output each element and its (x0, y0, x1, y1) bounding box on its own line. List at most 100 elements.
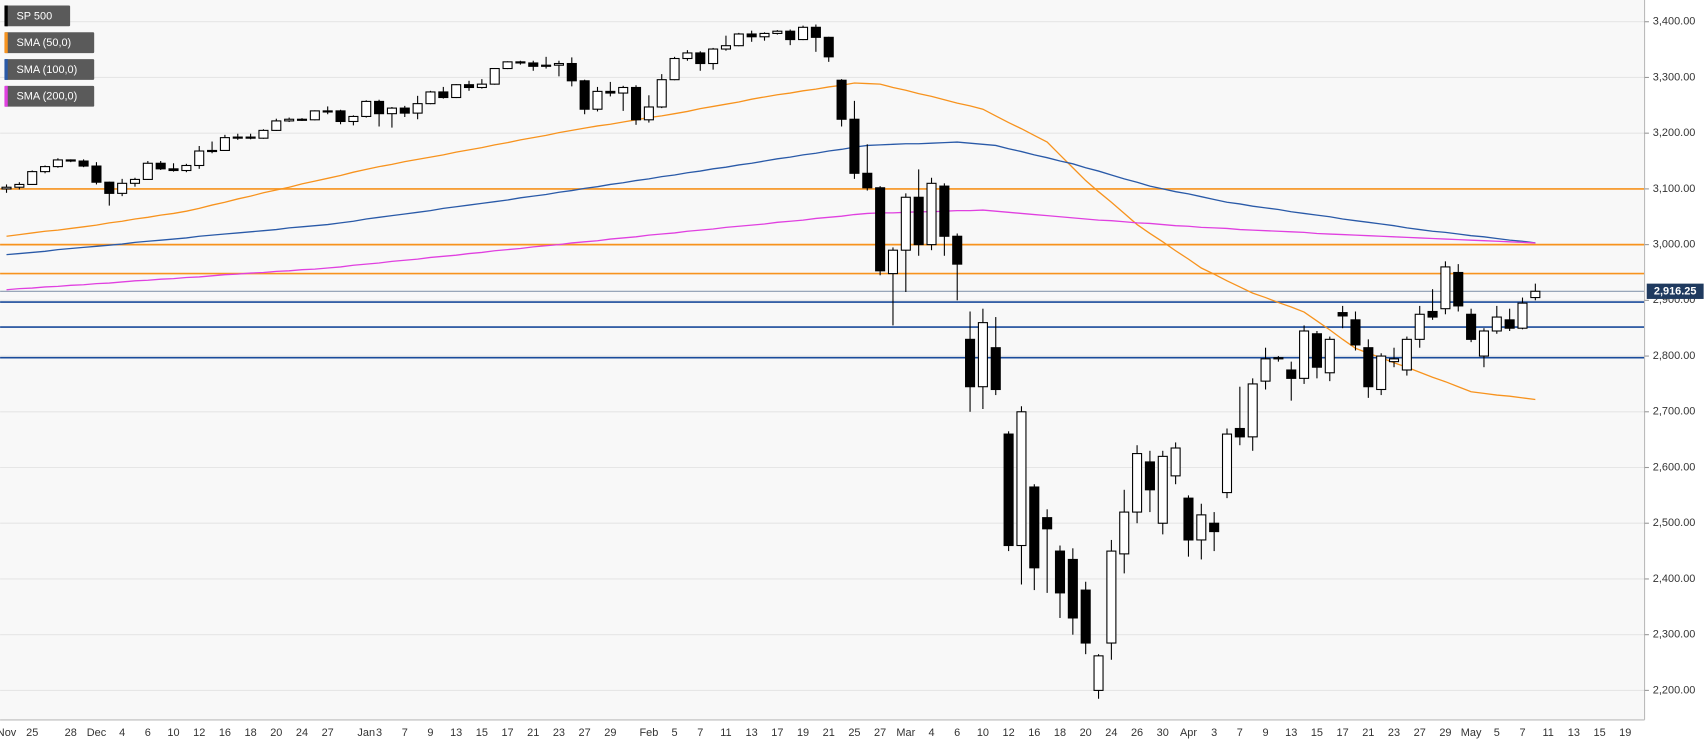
x-tick-label: 17 (1337, 727, 1349, 739)
candle-body (361, 100, 372, 118)
x-tick-label: 17 (771, 727, 783, 739)
candle-body (733, 33, 744, 47)
candle-body (104, 181, 115, 194)
x-tick-label: 24 (296, 727, 308, 739)
x-tick-label: Mar (896, 727, 915, 739)
candle-body (1311, 333, 1322, 368)
x-tick-label: 7 (402, 727, 408, 739)
x-tick-label: 23 (1388, 727, 1400, 739)
legend-box (4, 85, 95, 107)
candle-body (1196, 514, 1207, 541)
candle-body (553, 62, 564, 66)
candle-body (939, 185, 950, 237)
y-tick-label: 2,800.00 (1653, 350, 1696, 362)
x-tick-label: 25 (26, 727, 38, 739)
candle-body (1209, 522, 1220, 533)
candle-body (168, 168, 179, 172)
candle-body (78, 160, 89, 167)
candle-body (52, 159, 63, 168)
candle-body (502, 61, 513, 70)
legend-swatch (4, 5, 8, 27)
candle-body (1440, 266, 1451, 310)
candle-body (810, 26, 821, 38)
x-tick-label: 12 (1003, 727, 1015, 739)
y-tick-label: 2,600.00 (1653, 461, 1696, 473)
y-tick-label: 2,300.00 (1653, 629, 1696, 641)
candle-body (386, 107, 397, 115)
candle-body (541, 64, 552, 67)
candle-body (181, 164, 192, 172)
candle-body (348, 115, 359, 123)
candle-body (515, 61, 526, 64)
x-tick-label: 21 (1362, 727, 1374, 739)
x-tick-label: 16 (219, 727, 231, 739)
legend-label: SMA (50,0) (17, 37, 72, 49)
sma-line (6, 82, 1536, 401)
candle-body (1132, 453, 1143, 513)
candle-body (258, 129, 269, 139)
legend-swatch (4, 59, 8, 80)
candle-body (656, 79, 667, 108)
x-tick-label: 13 (746, 727, 758, 739)
candle-body (412, 103, 423, 114)
candle-body (1324, 338, 1335, 374)
legend-box (4, 5, 71, 27)
candle-body (1183, 497, 1194, 541)
x-tick-label: 30 (1157, 727, 1169, 739)
candle-body (746, 33, 757, 38)
candle-body (528, 62, 539, 67)
x-tick-label: 7 (697, 727, 703, 739)
candle-body (695, 52, 706, 65)
candle-body (219, 137, 230, 151)
candle-body (1170, 447, 1181, 477)
y-tick-label: 3,400.00 (1653, 16, 1696, 28)
candles (1, 24, 1541, 699)
x-tick-label: 19 (797, 727, 809, 739)
candle-body (142, 162, 153, 180)
candle-body (117, 182, 128, 194)
x-tick-label: Dec (87, 727, 107, 739)
candle-body (1260, 358, 1271, 382)
candle-body (887, 249, 899, 275)
candle-body (990, 347, 1001, 391)
candle-body (605, 90, 616, 94)
candle-body (1466, 313, 1477, 340)
candle-body (322, 110, 333, 113)
legend-label: SMA (200,0) (17, 91, 78, 103)
candle-body (65, 159, 76, 162)
x-tick-label: 7 (1237, 727, 1243, 739)
candle-body (798, 26, 809, 41)
candle-body (14, 183, 25, 188)
x-tick-label: 13 (1568, 727, 1580, 739)
candle-body (1337, 312, 1348, 317)
candle-body (913, 196, 924, 246)
candle-body (451, 84, 462, 99)
candle-body (618, 86, 629, 94)
candle-body (759, 32, 770, 38)
legend-label: SMA (100,0) (17, 64, 78, 76)
y-tick-label: 2,400.00 (1653, 573, 1696, 585)
candle-body (785, 30, 796, 41)
candle-body (1504, 319, 1515, 329)
candle-body (1016, 411, 1027, 547)
candle-body (682, 52, 693, 60)
candle-body (438, 91, 449, 99)
candle-body (643, 106, 654, 121)
x-tick-label: 29 (604, 727, 616, 739)
x-tick-label: 20 (270, 727, 282, 739)
x-tick-label: 11 (1543, 727, 1554, 739)
candle-body (194, 150, 205, 167)
y-tick-label: 2,500.00 (1653, 517, 1696, 529)
candle-body (1478, 330, 1489, 357)
candle-body (271, 120, 282, 131)
x-tick-label: 21 (527, 727, 539, 739)
y-tick-label: 3,200.00 (1653, 127, 1696, 139)
candle-body (1517, 302, 1528, 329)
candle-body (309, 110, 320, 121)
x-tick-label: 13 (450, 727, 462, 739)
candle-body (27, 171, 38, 185)
x-tick-label: 27 (874, 727, 886, 739)
candle-body (1157, 455, 1168, 524)
